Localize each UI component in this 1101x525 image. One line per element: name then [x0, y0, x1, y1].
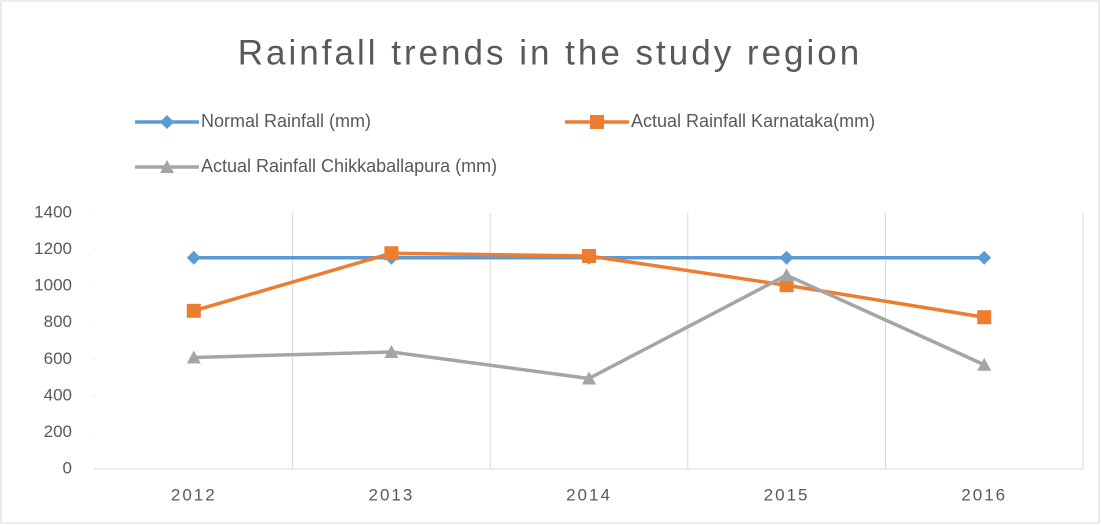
x-tick-label: 2015 [764, 485, 810, 504]
chart-title: Rainfall trends in the study region [238, 33, 862, 72]
marker [582, 371, 596, 385]
y-tick-label: 1000 [34, 276, 72, 295]
marker [977, 250, 992, 265]
legend-marker [590, 115, 604, 129]
y-tick-label: 1200 [34, 239, 72, 258]
x-tick-label: 2014 [566, 485, 612, 504]
x-tick-label: 2012 [171, 485, 217, 504]
marker [779, 250, 794, 265]
y-tick-label: 400 [44, 385, 72, 404]
marker [779, 268, 794, 282]
marker [582, 248, 596, 263]
marker [977, 357, 992, 371]
legend-marker [160, 115, 174, 129]
y-tick-label: 200 [44, 422, 72, 441]
x-tick-label: 2016 [961, 485, 1007, 504]
y-tick-label: 0 [63, 458, 72, 477]
marker [384, 246, 399, 261]
marker [186, 350, 201, 364]
y-tick-label: 600 [44, 349, 72, 368]
marker [977, 310, 992, 325]
marker [186, 303, 201, 318]
legend-marker [160, 160, 174, 173]
marker [186, 250, 201, 265]
legend-label: Actual Rainfall Karnataka(mm) [631, 111, 875, 131]
marker [384, 344, 399, 358]
legend-label: Actual Rainfall Chikkaballapura (mm) [201, 156, 497, 176]
legend-label: Normal Rainfall (mm) [201, 111, 371, 131]
y-tick-label: 1400 [34, 202, 72, 221]
y-tick-label: 800 [44, 312, 72, 331]
marker [779, 278, 794, 293]
x-tick-label: 2013 [368, 485, 414, 504]
